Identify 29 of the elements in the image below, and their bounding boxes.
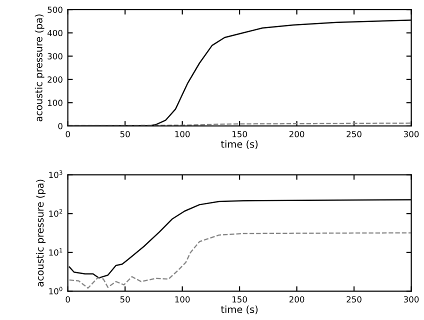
x-tick-label: 200 bbox=[289, 296, 304, 303]
x-tick-label: 0 bbox=[66, 296, 70, 303]
x-tick-label: 100 bbox=[175, 296, 190, 303]
x-tick-label: 300 bbox=[404, 296, 419, 303]
x-axis-title: time (s) bbox=[220, 140, 258, 149]
x-tick-label: 50 bbox=[120, 130, 130, 138]
x-tick-label: 200 bbox=[289, 130, 304, 138]
x-tick-label: 100 bbox=[175, 130, 190, 138]
x-tick-label: 50 bbox=[120, 296, 130, 303]
y-axis-title: acoustic pressure (pa) bbox=[36, 180, 46, 287]
line-series bbox=[68, 232, 412, 289]
x-tick-label: 250 bbox=[346, 296, 362, 303]
x-tick-label: 150 bbox=[232, 130, 247, 138]
y-tick-label: 10$^{2}$ bbox=[49, 209, 62, 217]
y-tick-label: 100 bbox=[48, 100, 62, 106]
y-tick-label: 200 bbox=[48, 76, 62, 83]
x-tick-label: 250 bbox=[346, 130, 362, 138]
y-tick-label: 300 bbox=[48, 53, 62, 60]
y-tick-label: 10$^{1}$ bbox=[49, 248, 62, 256]
y-tick-label: 10$^{3}$ bbox=[49, 170, 62, 178]
y-tick-label: 500 bbox=[48, 6, 62, 13]
y-tick-label: 400 bbox=[47, 30, 62, 36]
y-tick-label: 0 bbox=[58, 122, 62, 130]
x-axis-title: time (s) bbox=[220, 306, 258, 314]
y-axis-title: acoustic pressure (pa) bbox=[34, 14, 44, 122]
y-tick-label: 10$^{0}$ bbox=[49, 286, 62, 294]
x-tick-label: 300 bbox=[404, 130, 419, 138]
x-tick-label: 150 bbox=[232, 296, 247, 303]
x-tick-label: 0 bbox=[66, 130, 70, 138]
